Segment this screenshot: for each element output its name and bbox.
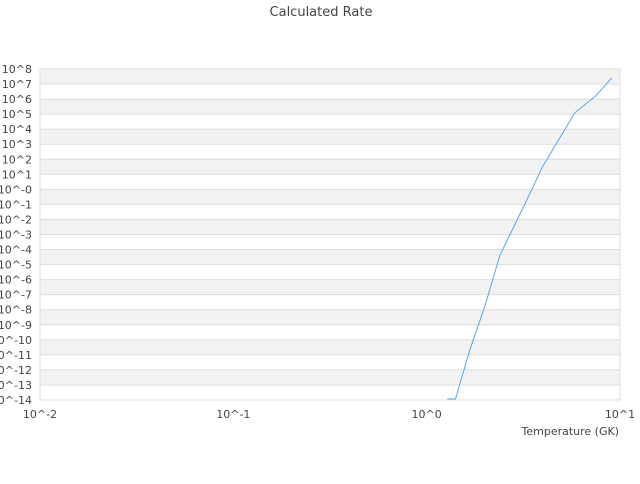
x-tick-label: 10^0 [412,408,442,421]
y-tick-label: 10^-11 [0,349,32,362]
grid-band [40,384,620,400]
y-tick-label: 10^2 [2,153,32,166]
y-tick-label: 10^-8 [0,304,32,317]
grid-band [40,324,620,340]
y-tick-label: 10^-12 [0,364,32,377]
grid-band [40,339,620,355]
x-tick-label: 10^1 [605,408,635,421]
y-tick-label: 10^7 [2,78,32,91]
y-tick-label: 10^-0 [0,183,32,196]
grid-band [40,234,620,250]
y-tick-label: 10^-3 [0,229,32,242]
chart-title: Calculated Rate [270,5,373,20]
grid-band [40,144,620,160]
y-tick-label: 10^8 [2,63,32,76]
grid-band [40,69,620,85]
y-tick-label: 10^6 [2,93,32,106]
grid-band [40,114,620,130]
grid-band [40,309,620,325]
rate-series-line [447,77,613,400]
y-tick-label: 10^-14 [0,394,32,407]
y-tick-label: 10^-13 [0,379,32,392]
x-tick-label: 10^-1 [216,408,250,421]
y-tick-label: 10^-5 [0,259,32,272]
y-tick-label: 10^-10 [0,334,32,347]
grid-band [40,219,620,235]
y-tick-label: 10^5 [2,108,32,121]
y-tick-label: 10^1 [2,168,32,181]
x-axis-ticks: 10^-2 10^-1 10^0 10^1 [23,408,635,421]
y-tick-label: 10^4 [2,123,32,136]
grid-band [40,279,620,295]
y-tick-label: 10^3 [2,138,32,151]
y-tick-label: 10^-7 [0,289,32,302]
grid-band [40,84,620,100]
grid-band [40,159,620,175]
y-tick-label: 10^-1 [0,198,32,211]
y-tick-label: 10^-2 [0,213,32,226]
y-tick-label: 10^-9 [0,319,32,332]
grid-band [40,129,620,145]
grid-band [40,204,620,220]
grid-bands [40,68,620,401]
grid-band [40,99,620,115]
grid-band [40,174,620,190]
y-axis-ticks: 10^8 10^7 10^6 10^5 10^4 10^3 10^2 10^1 10^-0 10^… [0,63,32,407]
grid-band [40,189,620,205]
grid-band [40,264,620,280]
y-tick-label: 10^-4 [0,244,32,257]
x-axis-label: Temperature (GK) [521,425,620,438]
y-tick-label: 10^-6 [0,274,32,287]
grid-band [40,294,620,310]
grid-band [40,354,620,370]
grid-band [40,369,620,385]
grid-band [40,249,620,265]
x-tick-label: 10^-2 [23,408,57,421]
